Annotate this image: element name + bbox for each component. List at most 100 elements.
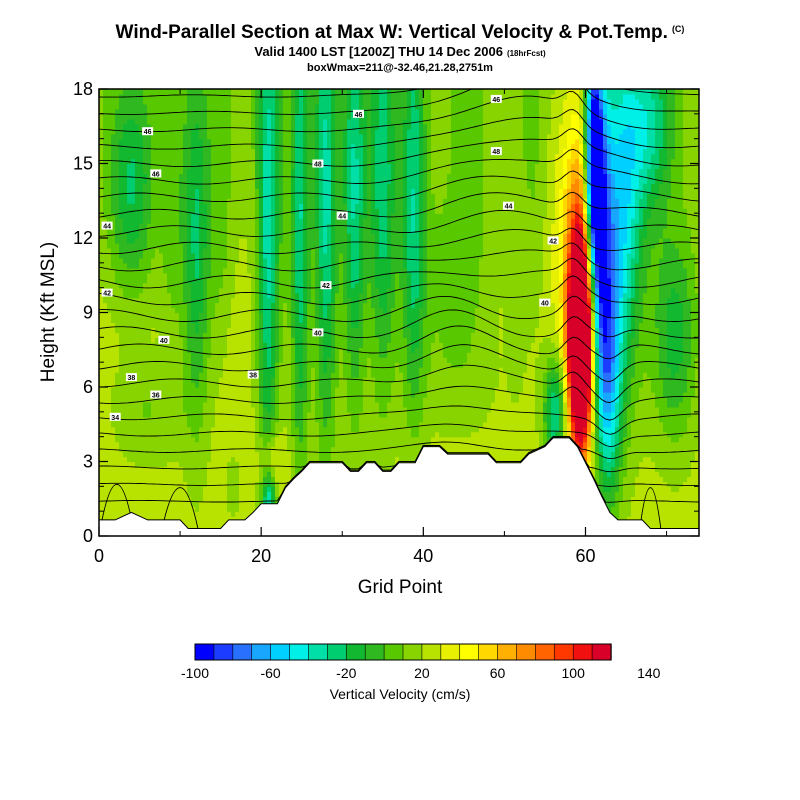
velocity-cell — [619, 481, 624, 487]
velocity-cell — [247, 466, 252, 473]
velocity-cell — [207, 466, 212, 473]
velocity-cell — [335, 426, 340, 433]
velocity-cell — [99, 421, 104, 428]
velocity-cell — [691, 521, 696, 527]
velocity-cell — [187, 461, 192, 468]
velocity-cell — [639, 441, 644, 448]
velocity-cell — [427, 382, 432, 388]
velocity-cell — [663, 401, 668, 408]
velocity-cell — [187, 396, 192, 403]
velocity-cell — [671, 521, 676, 527]
velocity-cell — [591, 391, 596, 398]
velocity-cell — [511, 441, 516, 448]
velocity-cell — [295, 391, 300, 398]
velocity-cell — [595, 396, 600, 403]
velocity-cell — [515, 387, 520, 393]
velocity-cell — [203, 451, 208, 458]
velocity-cell — [143, 486, 148, 492]
velocity-cell — [183, 481, 188, 487]
velocity-cell — [503, 441, 508, 448]
velocity-cell — [471, 411, 476, 418]
velocity-cell — [663, 521, 668, 527]
velocity-cell — [563, 377, 568, 383]
velocity-cell — [607, 441, 612, 448]
velocity-cell — [255, 406, 260, 413]
velocity-cell — [527, 431, 532, 438]
velocity-cell — [467, 382, 472, 388]
velocity-cell — [271, 481, 276, 487]
velocity-cell — [291, 382, 296, 388]
velocity-cell — [219, 506, 224, 512]
velocity-cell — [607, 451, 612, 458]
velocity-cell — [355, 416, 360, 423]
velocity-cell — [375, 441, 380, 448]
velocity-cell — [691, 516, 696, 522]
velocity-cell — [671, 372, 676, 378]
velocity-cell — [691, 481, 696, 487]
velocity-cell — [391, 401, 396, 408]
velocity-cell — [291, 406, 296, 413]
velocity-cell — [307, 396, 312, 403]
velocity-cell — [199, 461, 204, 468]
velocity-cell — [635, 377, 640, 383]
velocity-cell — [263, 387, 268, 393]
velocity-cell — [307, 426, 312, 433]
velocity-cell — [119, 466, 124, 473]
velocity-cell — [579, 372, 584, 378]
velocity-cell — [355, 451, 360, 458]
velocity-cell — [551, 387, 556, 393]
velocity-cell — [247, 406, 252, 413]
velocity-cell — [135, 501, 140, 507]
velocity-cell — [327, 396, 332, 403]
velocity-cell — [667, 501, 672, 507]
velocity-cell — [383, 406, 388, 413]
velocity-cell — [535, 411, 540, 418]
forecast-tag: (18hrFcst) — [506, 49, 546, 58]
velocity-cell — [535, 431, 540, 438]
velocity-cell — [675, 456, 680, 463]
velocity-cell — [539, 406, 544, 413]
velocity-cell — [395, 421, 400, 428]
velocity-cell — [107, 416, 112, 423]
velocity-cell — [607, 496, 612, 502]
velocity-cell — [419, 441, 424, 448]
velocity-cell — [311, 382, 316, 388]
velocity-cell — [591, 396, 596, 403]
velocity-cell — [183, 401, 188, 408]
velocity-cell — [187, 516, 192, 522]
velocity-cell — [451, 377, 456, 383]
velocity-cell — [135, 491, 140, 497]
velocity-cell — [283, 377, 288, 383]
velocity-cell — [679, 486, 684, 492]
velocity-cell — [187, 416, 192, 423]
velocity-cell — [387, 461, 392, 468]
velocity-cell — [327, 416, 332, 423]
velocity-cell — [591, 456, 596, 463]
velocity-cell — [535, 416, 540, 423]
velocity-cell — [383, 411, 388, 418]
velocity-cell — [611, 396, 616, 403]
velocity-cell — [599, 451, 604, 458]
velocity-cell — [599, 461, 604, 468]
velocity-cell — [595, 436, 600, 443]
velocity-cell — [607, 486, 612, 492]
velocity-cell — [131, 496, 136, 502]
velocity-cell — [663, 382, 668, 388]
velocity-cell — [139, 441, 144, 448]
velocity-cell — [363, 411, 368, 418]
velocity-cell — [191, 456, 196, 463]
velocity-cell — [651, 516, 656, 522]
velocity-cell — [559, 406, 564, 413]
velocity-cell — [187, 382, 192, 388]
velocity-cell — [111, 426, 116, 433]
velocity-cell — [611, 461, 616, 468]
velocity-cell — [535, 441, 540, 448]
velocity-cell — [663, 471, 668, 477]
velocity-cell — [135, 372, 140, 378]
velocity-cell — [503, 451, 508, 458]
velocity-cell — [239, 486, 244, 492]
velocity-cell — [663, 411, 668, 418]
velocity-cell — [223, 476, 228, 482]
velocity-cell — [455, 411, 460, 418]
velocity-cell — [151, 471, 156, 477]
